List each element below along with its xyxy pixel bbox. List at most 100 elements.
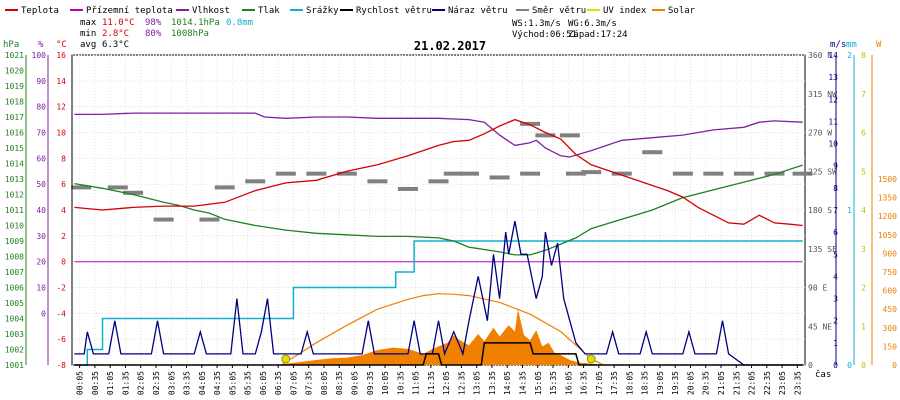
wind-direction-mark [397,186,418,191]
x-tick-label: 18:35 [641,371,650,395]
press-tick: 1003 [5,330,24,339]
wind-speed-line [74,342,803,366]
press-tick: 1002 [5,346,24,355]
wind-direction-mark [459,171,480,176]
legend-label: Přízemní teplota [86,6,173,16]
humidity-line [74,112,803,158]
legend-label: Teplota [21,6,59,16]
x-tick-label: 19:35 [671,371,680,395]
solar-theoretical-line [280,293,604,366]
press-tick: 1010 [5,222,24,231]
x-tick-label: 04:35 [213,371,222,395]
uv-tick: 2 [861,284,866,293]
temp-tick: 16 [56,51,66,60]
temp-tick: 2 [61,232,66,241]
hum-tick: 80 [36,103,46,112]
x-tick-label: 09:35 [366,371,375,395]
wind-tick: 11 [828,117,838,126]
x-tick-label: 07:35 [305,371,314,395]
hum-tick: 70 [36,129,46,138]
dir-tick: 315 NW [808,90,837,99]
dir-tick: 225 SW [808,167,837,176]
x-tick-label: 10:05 [381,371,390,395]
x-tick-label: 09:05 [351,371,360,395]
pressure-line [74,164,803,256]
x-tick-label: 06:35 [274,371,283,395]
x-tick-label: 12:35 [457,371,466,395]
uv-tick: 4 [861,206,866,215]
hum-tick: 50 [36,180,46,189]
rain-tick: 2 [847,51,852,60]
stat-avg-temp: 6.3°C [102,40,129,50]
temp-tick: -6 [56,335,66,344]
press-tick: 1016 [5,129,24,138]
stat-min-label: min [80,29,96,39]
press-tick: 1019 [5,82,24,91]
x-tick-label: 10:35 [396,371,405,395]
legend-label: Solar [668,6,696,16]
temp-tick: 4 [61,206,66,215]
solar-tick: 1350 [878,194,897,203]
unit-temp: °C [56,40,67,50]
x-tick-label: 08:35 [335,371,344,395]
legend: Teplota Přízemní teplota Vlhkost Tlak Srážky… [5,6,696,16]
hum-tick: 30 [36,232,46,241]
x-tick-label: 02:05 [137,371,146,395]
axis-units: hPa % °C m/s mm W čas [3,40,882,380]
rain-tick: 0 [847,361,852,370]
wind-direction-mark [642,150,663,155]
legend-label: Vlhkost [192,6,230,16]
x-axis: 00:05 00:35 01:05 01:35 02:05 02:35 03:05 03:35… [76,365,802,395]
stat-min-hum: 80% [145,29,162,39]
legend-label: Rychlost větru [356,6,432,16]
wind-direction-mark [703,171,724,176]
stat-max-hum: 98% [145,18,162,28]
uv-tick: 8 [861,51,866,60]
x-tick-label: 22:05 [748,371,757,395]
temp-tick: 0 [61,258,66,267]
x-tick-label: 17:35 [610,371,619,395]
x-tick-label: 11:35 [427,371,436,395]
x-tick-label: 05:35 [244,371,253,395]
hum-tick: 10 [36,284,46,293]
wind-direction-mark [306,171,327,176]
legend-label: Tlak [258,6,280,16]
x-tick-label: 13:35 [488,371,497,395]
dir-tick: 270 W [808,129,832,138]
press-tick: 1017 [5,113,24,122]
x-tick-label: 20:05 [686,371,695,395]
uv-tick: 7 [861,90,866,99]
dir-tick: 0 [808,361,813,370]
solar-tick: 750 [883,268,898,277]
x-tick-label: 22:35 [763,371,772,395]
solar-tick: 150 [883,342,898,351]
press-tick: 1006 [5,284,24,293]
legend-label: Srážky [306,6,339,16]
wind-direction-mark [520,121,541,126]
hum-tick: 90 [36,77,46,86]
wind-direction-mark [199,217,220,222]
wind-direction-mark [520,171,541,176]
solar-tick: 1200 [878,212,897,221]
x-tick-label: 21:35 [732,371,741,395]
temperature-line [74,118,803,227]
stat-min-temp: 2.8°C [102,29,129,39]
wind-direction-mark [672,171,693,176]
stat-sunrise: Východ:06:51 [512,30,577,40]
press-tick: 1008 [5,253,24,262]
dir-tick: 180 S [808,206,832,215]
stat-min-press: 1008hPa [171,29,209,39]
wind-direction-mark [489,175,510,180]
solar-tick: 1500 [878,175,897,184]
wind-direction-mark [764,171,785,176]
wind-direction-mark [367,179,388,184]
unit-time: čas [815,369,831,380]
wind-direction-mark [153,217,174,222]
plot-area [71,112,813,366]
solar-tick: 600 [883,287,898,296]
y-axes: 1021102010191018101710161015101410131012… [5,51,897,370]
wind-tick: 14 [828,51,838,60]
uv-tick: 5 [861,167,866,176]
x-tick-label: 17:05 [595,371,604,395]
press-tick: 1015 [5,144,24,153]
